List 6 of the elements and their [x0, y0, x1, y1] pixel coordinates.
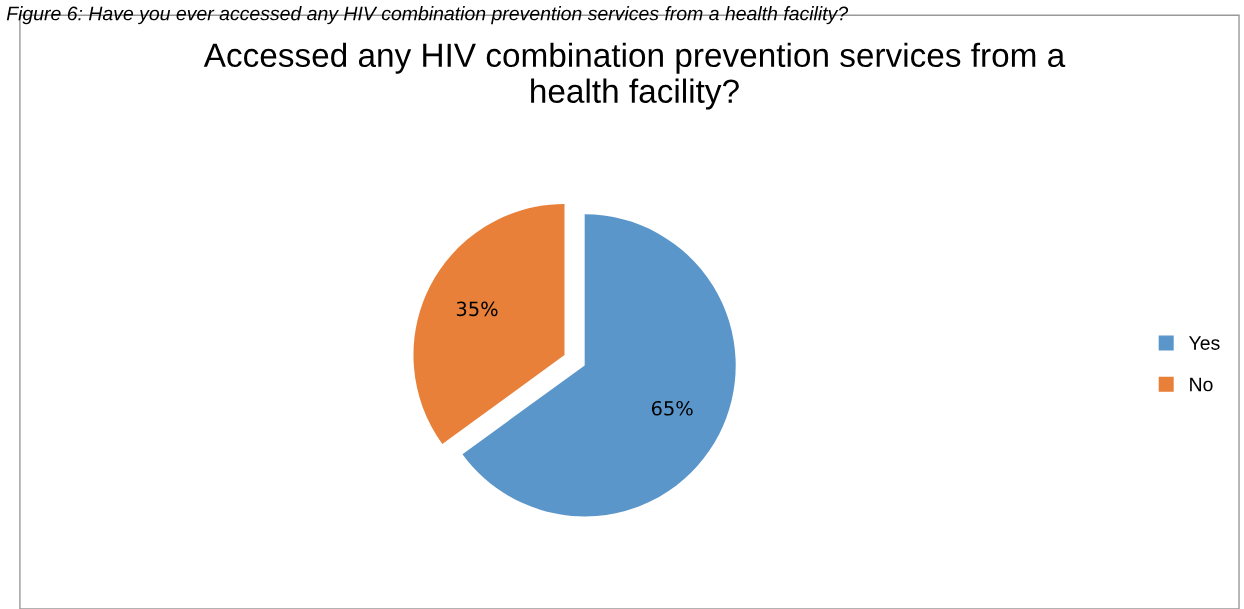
legend-label: Yes	[1188, 336, 1220, 350]
legend-label: No	[1190, 377, 1213, 392]
data-label: 65%	[651, 400, 693, 416]
data-label: 35%	[456, 301, 498, 317]
caption: Figure 6: Have you ever accessed any HIV combination prevention services from a health facility?	[6, 6, 849, 25]
chart-title: Accessed any HIV combination prevention services from a health facility?	[203, 42, 1066, 110]
